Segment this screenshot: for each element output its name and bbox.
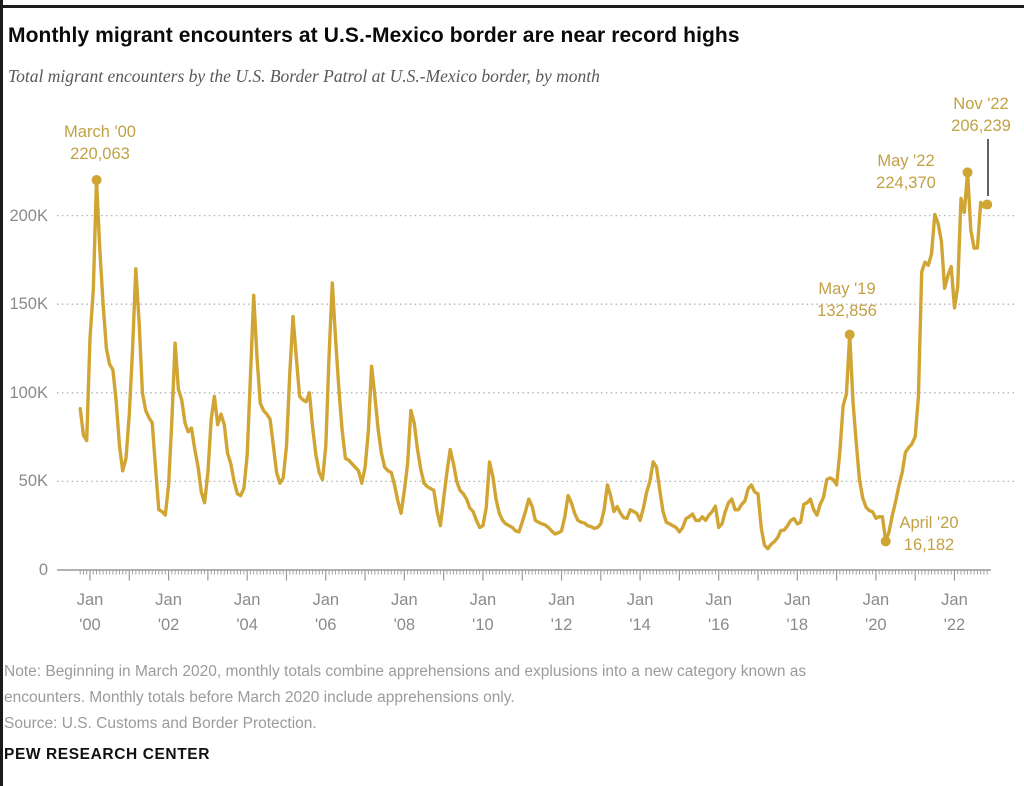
marker-nov-22 (982, 199, 993, 210)
left-border-rule (0, 0, 3, 786)
y-axis-label-200K: 200K (9, 206, 48, 225)
annotation-may-22: May '22 224,370 (876, 152, 936, 192)
top-border-rule (0, 5, 1024, 8)
x-axis-label-2002: Jan '02 (155, 591, 182, 634)
y-axis-label-0: 0 (38, 561, 48, 579)
encounters-line (78, 170, 989, 551)
x-axis-label-2000: Jan '00 (76, 591, 104, 634)
annotation-nov-22: Nov '22 206,239 (951, 95, 1011, 135)
y-axis-label-150K: 150K (9, 295, 48, 314)
x-axis-label-2018: Jan '18 (783, 591, 811, 634)
marker-may-19 (844, 329, 855, 340)
x-axis-label-2006: Jan '06 (312, 591, 340, 634)
x-axis-label-2014: Jan '14 (626, 591, 654, 634)
x-axis-label-2022: Jan '22 (941, 591, 968, 634)
marker-may-22 (962, 167, 973, 178)
annotation-may-19: May '19 132,856 (817, 280, 877, 320)
x-axis-label-2012: Jan '12 (548, 591, 575, 634)
y-axis-label-50K: 50K (18, 472, 48, 491)
note-text-line-1: Note: Beginning in March 2020, monthly t… (4, 663, 807, 680)
annotation-march-00: March '00 220,063 (64, 123, 136, 163)
note-text-line-2: encounters. Monthly totals before March … (4, 689, 515, 706)
chart-subtitle: Total migrant encounters by the U.S. Bor… (8, 66, 600, 86)
source-text: Source: U.S. Customs and Border Protecti… (4, 715, 317, 732)
x-axis-label-2016: Jan '16 (705, 591, 732, 634)
x-axis-label-2004: Jan '04 (233, 591, 261, 634)
y-axis-label-100K: 100K (9, 383, 48, 402)
x-axis-label-2010: Jan '10 (469, 591, 497, 634)
marker-april-20 (880, 536, 891, 547)
chart-title: Monthly migrant encounters at U.S.-Mexic… (8, 24, 740, 47)
brand-pew-research-center: PEW RESEARCH CENTER (4, 746, 211, 763)
x-axis-label-2020: Jan '20 (862, 591, 890, 634)
marker-march-00 (91, 175, 102, 186)
annotation-april-20: April '20 16,182 (899, 514, 959, 554)
x-axis-label-2008: Jan '08 (391, 591, 418, 634)
